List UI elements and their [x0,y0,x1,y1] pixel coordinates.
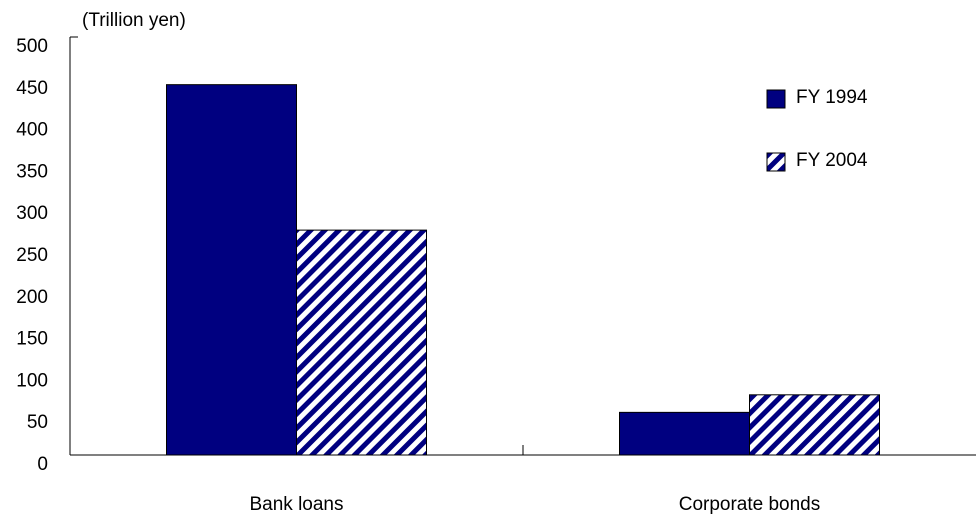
bar [619,411,750,456]
y-tick-label: 350 [16,161,48,182]
y-tick-label: 200 [16,287,48,308]
legend-swatch [766,152,786,172]
y-tick-label: 500 [16,36,48,57]
y-tick-label: 300 [16,203,48,224]
x-tick-label: Corporate bonds [679,494,821,515]
bar [166,84,297,456]
bar [749,394,880,456]
y-tick-label: 400 [16,120,48,141]
legend-label: FY 1994 [796,87,868,108]
y-tick-label: 250 [16,245,48,266]
x-tick-label: Bank loans [249,494,343,515]
y-tick-label: 0 [37,454,48,475]
legend-label: FY 2004 [796,150,868,171]
y-axis-label: (Trillion yen) [82,10,186,31]
bar [296,229,427,456]
legend-swatch [766,89,786,109]
y-tick-label: 150 [16,329,48,350]
y-tick-label: 50 [27,412,48,433]
y-tick-label: 100 [16,370,48,391]
y-tick-label: 450 [16,78,48,99]
